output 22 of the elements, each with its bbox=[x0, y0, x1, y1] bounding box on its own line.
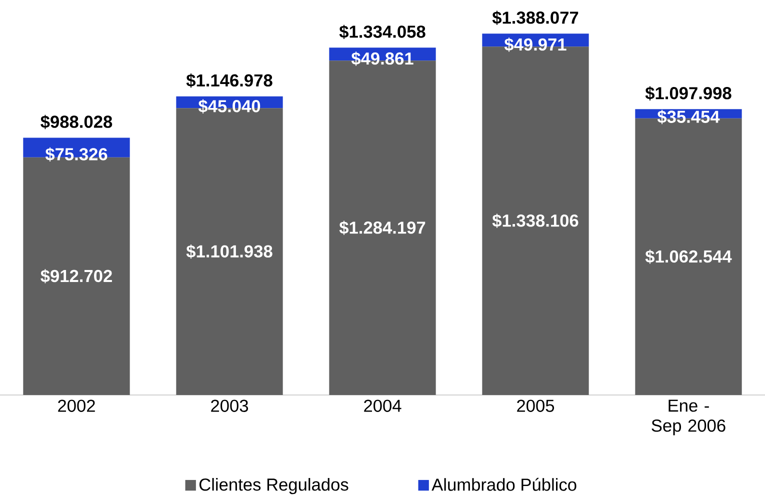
data-label: $1.062.544 bbox=[645, 250, 732, 264]
data-label: $35.454 bbox=[657, 110, 720, 124]
data-label: $49.861 bbox=[351, 52, 414, 66]
data-label: $1.101.938 bbox=[186, 244, 272, 259]
data-label: $1.338.106 bbox=[492, 214, 578, 228]
x-tick-label: 2005 bbox=[517, 400, 554, 412]
data-label: $45.040 bbox=[198, 99, 260, 114]
data-label: $75.326 bbox=[45, 147, 108, 162]
data-label: $49.971 bbox=[504, 38, 566, 52]
x-tick-label: 2003 bbox=[211, 400, 248, 412]
data-label: $912.702 bbox=[40, 269, 112, 284]
legend-label: Alumbrado Público bbox=[432, 478, 576, 491]
total-label: $988.028 bbox=[40, 114, 112, 130]
total-label: $1.097.998 bbox=[645, 86, 732, 100]
x-tick-label: Ene - Sep 2006 bbox=[652, 400, 726, 436]
data-label: $1.284.197 bbox=[339, 220, 426, 235]
total-label: $1.146.978 bbox=[186, 74, 272, 88]
x-tick-label: 2004 bbox=[364, 400, 402, 412]
x-tick-label: 2002 bbox=[58, 400, 95, 412]
legend-label: Clientes Regulados bbox=[199, 478, 348, 494]
total-label: $1.388.077 bbox=[492, 10, 578, 25]
total-label: $1.334.058 bbox=[339, 24, 426, 39]
